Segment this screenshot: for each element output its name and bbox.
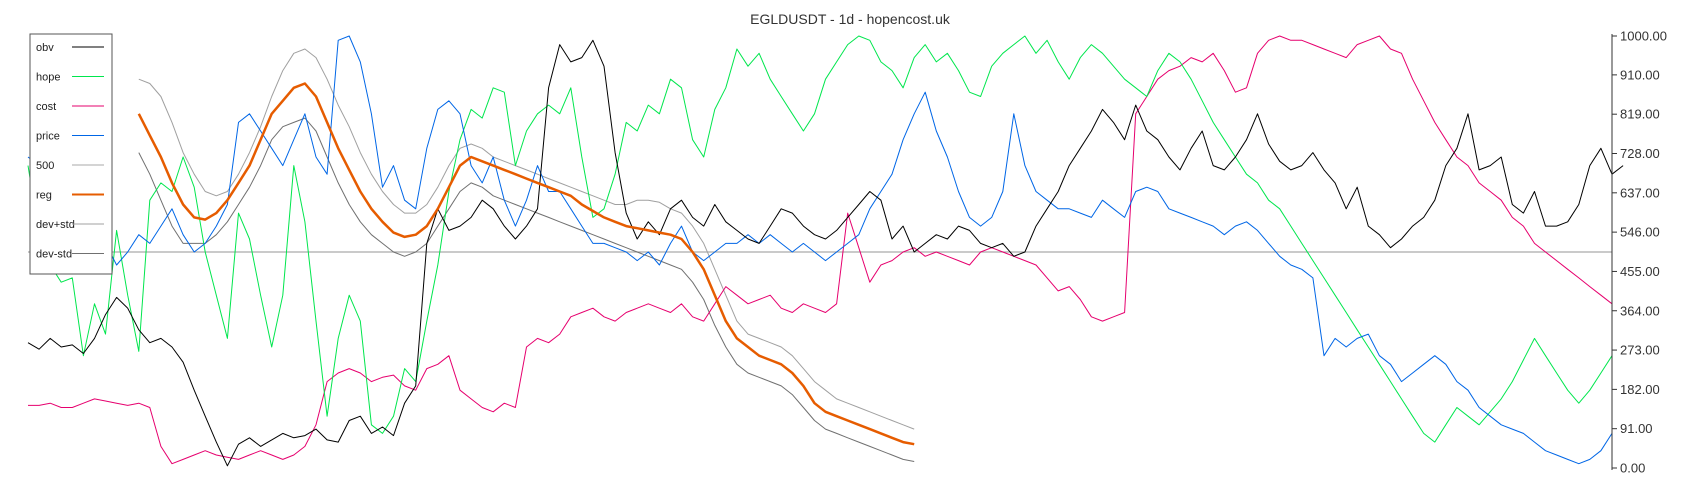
- y-tick-label: 182.00: [1620, 382, 1660, 397]
- series-line-obv: [27, 39, 1624, 467]
- y-tick-label: 546.00: [1620, 225, 1660, 240]
- y-tick-label: 364.00: [1620, 303, 1660, 318]
- y-tick-label: 728.00: [1620, 146, 1660, 161]
- legend-box: [29, 33, 113, 275]
- y-tick-label: 455.00: [1620, 264, 1660, 279]
- legend-label: dev-std: [36, 249, 72, 261]
- series-line-hope: [27, 35, 1613, 443]
- y-tick-label: 1000.00: [1620, 29, 1667, 44]
- y-tick-label: 91.00: [1620, 421, 1653, 436]
- y-axis: 1000.00 910.00 819.00 728.00 637.00 546.00 455…: [1611, 29, 1667, 476]
- y-tick-label: 273.00: [1620, 343, 1660, 358]
- y-tick-label: 637.00: [1620, 185, 1660, 200]
- chart-title: EGLDUSDT - 1d - hopencost.uk: [750, 11, 951, 27]
- legend-label: hope: [36, 72, 60, 84]
- legend-label: reg: [36, 190, 52, 202]
- y-tick-label: 819.00: [1620, 107, 1660, 122]
- series-line-dev-std: [138, 117, 915, 462]
- legend: obv hope cost price 500 reg dev+std dev-std: [29, 33, 113, 275]
- plot-area: [27, 35, 1624, 467]
- legend-label: obv: [36, 42, 54, 54]
- y-tick-label: 910.00: [1620, 67, 1660, 82]
- series-line-price: [27, 35, 1613, 465]
- series-line-reg: [137, 82, 915, 446]
- legend-label: cost: [36, 101, 56, 113]
- legend-label: 500: [36, 160, 54, 172]
- series-line-dev-stdplus: [138, 48, 915, 430]
- legend-label: dev+std: [36, 219, 75, 231]
- legend-label: price: [36, 131, 60, 143]
- y-tick-label: 0.00: [1620, 461, 1645, 476]
- series-line-cost: [28, 35, 1613, 465]
